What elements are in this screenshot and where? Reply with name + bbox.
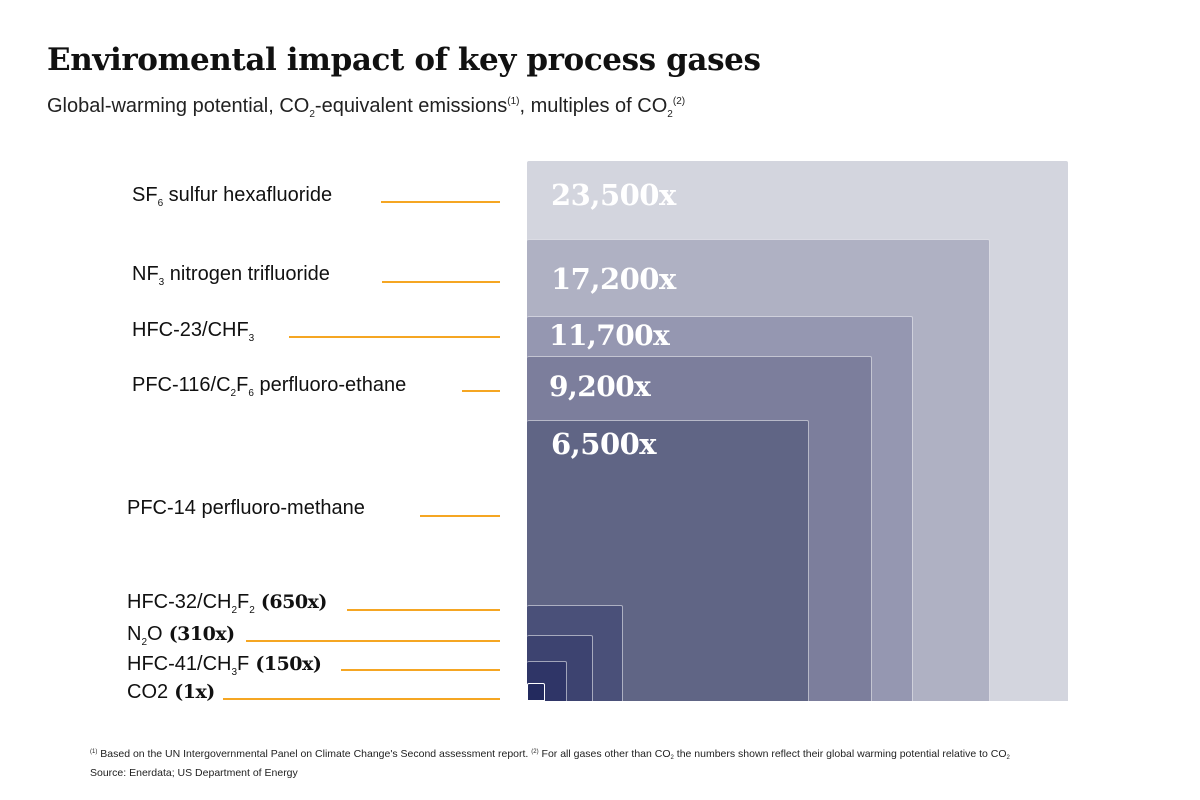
label-hfc23: HFC-23/CHF3 <box>132 319 255 344</box>
value-label-pfc116: 9,200x <box>549 370 651 403</box>
value-label-sf6: 23,500x <box>551 178 676 212</box>
value-label-hfc23: 11,700x <box>549 319 670 352</box>
label-pfc116: PFC-116/C2F6 perfluoro-ethane <box>132 374 407 399</box>
box-co2 <box>527 683 545 701</box>
value-label-nf3: 17,200x <box>551 262 676 296</box>
leader-nf3 <box>382 281 500 283</box>
label-pfc14: PFC-14 perfluoro-methane <box>127 497 365 519</box>
footnote: (1) Based on the UN Intergovernmental Pa… <box>90 748 1010 761</box>
leader-sf6 <box>381 201 500 203</box>
value-label-pfc14: 6,500x <box>551 427 657 461</box>
label-hfc41: HFC-41/CH3F (150x) <box>127 653 322 678</box>
chart-title: Enviromental impact of key process gases <box>47 42 761 78</box>
leader-pfc116 <box>462 390 500 392</box>
leader-hfc32 <box>347 609 500 611</box>
label-n2o: N2O (310x) <box>127 623 235 648</box>
label-co2: CO2 (1x) <box>127 681 215 703</box>
chart-subtitle: Global-warming potential, CO2-equivalent… <box>47 95 686 120</box>
label-nf3: NF3 nitrogen trifluoride <box>132 263 330 288</box>
leader-co2 <box>223 698 500 700</box>
source-note: Source: Enerdata; US Department of Energ… <box>90 767 298 779</box>
leader-n2o <box>246 640 500 642</box>
leader-hfc23 <box>289 336 500 338</box>
leader-pfc14 <box>420 515 500 517</box>
leader-hfc41 <box>341 669 500 671</box>
label-sf6: SF6 sulfur hexafluoride <box>132 184 333 209</box>
label-hfc32: HFC-32/CH2F2 (650x) <box>127 591 327 616</box>
